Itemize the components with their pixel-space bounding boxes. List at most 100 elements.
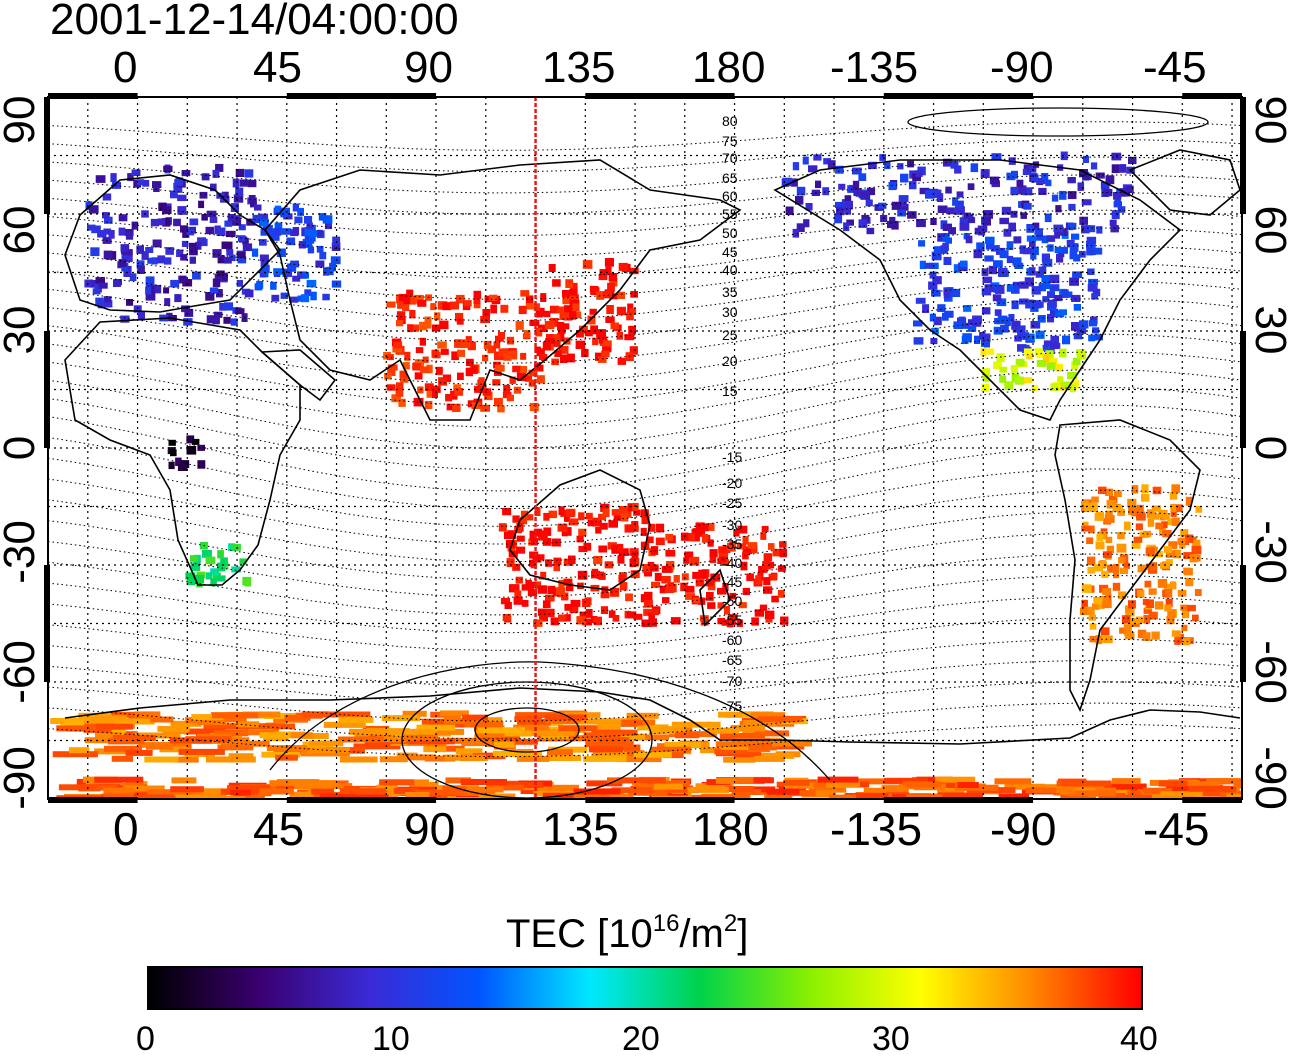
tec-pixel [1141,493,1150,502]
tec-pixel [190,562,201,571]
tec-pixel [545,717,579,724]
tec-pixel [1192,539,1201,549]
tec-pixel [507,350,518,360]
tec-pixel [175,177,184,186]
tec-pixel [1136,513,1146,521]
tec-pixel [174,294,182,303]
tec-pixel [1186,604,1196,612]
frame-bar-segment [585,797,735,803]
tec-pixel [304,235,312,243]
tec-pixel [1118,591,1127,600]
tec-pixel [1106,500,1117,509]
tec-pixel [259,239,267,246]
tec-pixel [202,550,212,558]
tec-pixel [542,341,551,351]
tec-pixel [1113,504,1123,512]
tec-pixel [647,523,656,532]
tec-pixel [170,720,202,727]
polar-contours [269,107,1209,799]
tec-pixel [1185,578,1194,587]
tec-pixel [719,733,765,739]
tec-pixel [946,207,955,215]
tec-pixel [399,370,408,379]
tec-pixel [1105,510,1113,519]
tec-pixel [1008,222,1016,232]
tec-pixel [1076,349,1085,356]
tec-pixel [1047,313,1055,323]
tec-pixel [808,165,818,173]
tec-pixel [602,340,612,347]
tec-pixel [381,715,421,722]
tec-pixel [480,316,490,324]
tec-pixel [263,713,302,719]
tec-pixel [536,375,545,384]
tec-pixel [620,513,629,522]
tec-pixel [1135,523,1143,531]
tec-pixel [289,296,299,303]
tec-pixel [315,260,325,268]
tec-pixel [512,365,522,373]
tec-pixel [519,516,528,525]
tec-pixel [1113,192,1122,200]
tec-pixel [888,181,897,191]
tec-pixel [163,257,172,265]
tec-pixel [273,228,282,236]
tec-pixel [565,279,574,288]
tec-pixel [967,183,975,190]
tec-pixel [393,341,403,349]
tec-pixel [1113,201,1122,208]
tec-pixel [884,777,928,784]
tec-pixel [216,270,225,278]
tec-pixel [445,777,472,784]
tec-pixel [386,384,396,391]
tec-pixel [1177,589,1187,597]
colorbar-title-prefix: TEC [10 [506,912,653,956]
tec-pixel [803,219,810,228]
tec-pixel [815,180,822,189]
tec-pixel [490,730,532,737]
tec-pixel [529,559,537,567]
tec-pixel [569,294,579,303]
magnetic-contour [48,617,1242,669]
tec-pixel [403,296,411,305]
tec-pixel [1171,630,1181,637]
tec-pixel [754,609,764,617]
tec-pixel [195,241,202,250]
tec-pixel [237,235,246,242]
tec-pixel [1042,281,1051,290]
tec-pixel [300,294,310,303]
tec-pixel [1180,604,1188,611]
tec-pixel [944,310,954,318]
tec-pixel [1012,257,1022,266]
tec-pixel [586,780,623,787]
contour-label: 30 [722,304,738,320]
tec-pixel [409,295,417,305]
tec-pixel [935,776,976,783]
tec-pixel [489,784,524,791]
tec-pixel [701,534,709,543]
tec-pixel [1015,358,1025,367]
tec-pixel [89,205,99,214]
tec-pixel [1068,222,1077,230]
tec-pixel [1010,186,1018,196]
tec-pixel [1081,525,1091,532]
tec-pixel [563,578,573,586]
tec-pixel [514,590,522,598]
tec-pixel [785,206,794,215]
tec-pixel [1047,346,1055,354]
tec-pixel [1057,376,1064,385]
tec-pixel [120,315,130,323]
tec-pixel [567,353,575,363]
tec-pixel [1095,511,1104,519]
tec-pixel [1094,334,1103,341]
tec-pixel [199,191,208,199]
tec-pixel [599,752,628,758]
tec-pixel [137,265,145,274]
tec-pixel [1130,618,1139,625]
tec-pixel [228,753,254,760]
tec-pixel [185,572,196,580]
tec-pixel [552,279,561,287]
tec-pixel [1108,496,1118,504]
tec-pixel [959,217,968,225]
tec-pixel [218,796,245,799]
